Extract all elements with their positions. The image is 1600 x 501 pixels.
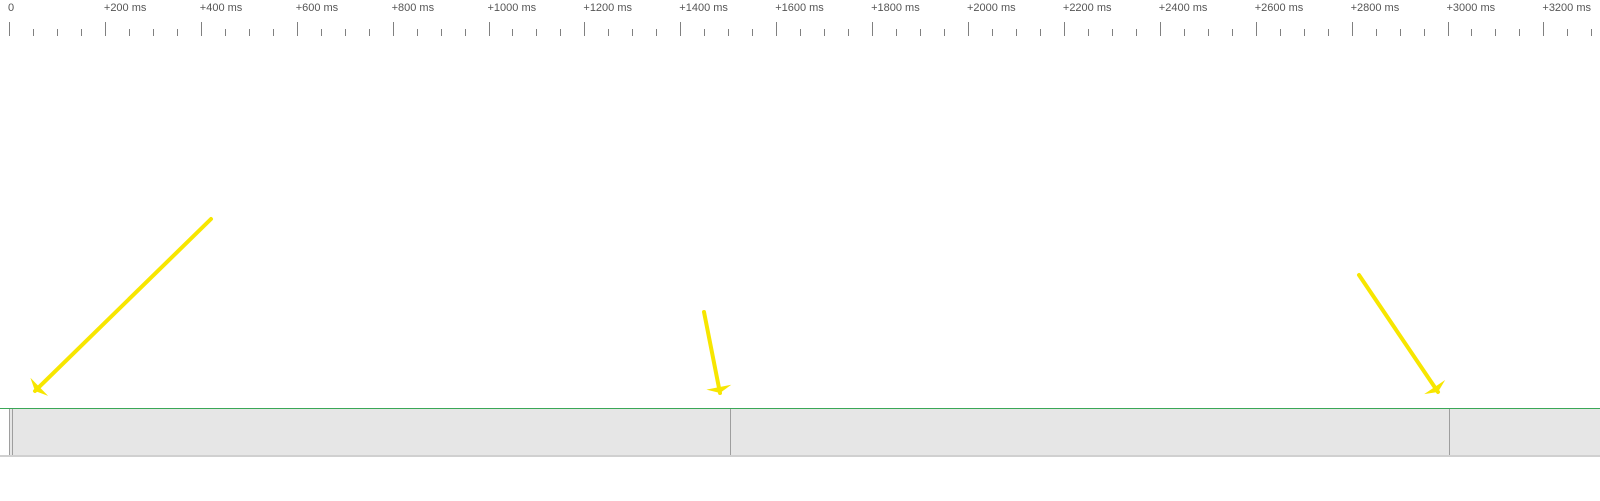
filmstrip-bottom-shadow: [0, 455, 1600, 457]
ruler-tick-minor: [57, 29, 58, 36]
ruler-tick-major: [297, 22, 298, 36]
ruler-tick-minor: [225, 29, 226, 36]
ruler-tick-minor: [1424, 29, 1425, 36]
filmstrip-frame[interactable]: [12, 409, 730, 455]
ruler-tick-minor: [465, 29, 466, 36]
ruler-tick-major: [1256, 22, 1257, 36]
ruler-label: +2200 ms: [1063, 2, 1112, 14]
ruler-tick-minor: [800, 29, 801, 36]
ruler-tick-major: [489, 22, 490, 36]
ruler-tick-minor: [1184, 29, 1185, 36]
ruler-tick-minor: [1136, 29, 1137, 36]
ruler-tick-minor: [1471, 29, 1472, 36]
ruler-tick-minor: [608, 29, 609, 36]
ruler-tick-minor: [920, 29, 921, 36]
ruler-label: +600 ms: [296, 2, 339, 14]
ruler-tick-major: [1064, 22, 1065, 36]
ruler-tick-minor: [33, 29, 34, 36]
ruler-tick-minor: [632, 29, 633, 36]
ruler-tick-minor: [1016, 29, 1017, 36]
ruler-tick-minor: [848, 29, 849, 36]
ruler-label: +2600 ms: [1255, 2, 1304, 14]
ruler-label: +1000 ms: [488, 2, 537, 14]
ruler-label: 0: [8, 2, 14, 14]
filmstrip-frame[interactable]: [1449, 409, 1600, 455]
ruler-tick-minor: [417, 29, 418, 36]
ruler-tick-major: [1160, 22, 1161, 36]
ruler-tick-minor: [369, 29, 370, 36]
ruler-tick-minor: [81, 29, 82, 36]
ruler-tick-minor: [1376, 29, 1377, 36]
ruler-tick-major: [393, 22, 394, 36]
ruler-tick-minor: [728, 29, 729, 36]
ruler-tick-minor: [1088, 29, 1089, 36]
ruler-tick-minor: [704, 29, 705, 36]
ruler-label: +3000 ms: [1447, 2, 1496, 14]
ruler-label: +2000 ms: [967, 2, 1016, 14]
ruler-tick-major: [1352, 22, 1353, 36]
ruler-label: +1400 ms: [679, 2, 728, 14]
ruler-tick-minor: [1304, 29, 1305, 36]
ruler-tick-minor: [992, 29, 993, 36]
ruler-tick-minor: [177, 29, 178, 36]
ruler-tick-minor: [1040, 29, 1041, 36]
ruler-tick-major: [1543, 22, 1544, 36]
ruler-label: +2800 ms: [1351, 2, 1400, 14]
ruler-tick-major: [584, 22, 585, 36]
ruler-tick-minor: [656, 29, 657, 36]
ruler-tick-minor: [1400, 29, 1401, 36]
arrow-right: [1359, 275, 1445, 394]
ruler-label: +1200 ms: [583, 2, 632, 14]
ruler-label: +2400 ms: [1159, 2, 1208, 14]
ruler-tick-minor: [1280, 29, 1281, 36]
ruler-tick-major: [872, 22, 873, 36]
ruler-tick-minor: [1112, 29, 1113, 36]
ruler-tick-major: [680, 22, 681, 36]
ruler-tick-minor: [560, 29, 561, 36]
arrow-middle: [704, 312, 731, 393]
ruler-tick-minor: [512, 29, 513, 36]
ruler-label: +1600 ms: [775, 2, 824, 14]
filmstrip-track[interactable]: [0, 409, 1600, 455]
ruler-tick-minor: [345, 29, 346, 36]
ruler-tick-major: [1448, 22, 1449, 36]
ruler-tick-minor: [1495, 29, 1496, 36]
filmstrip-frame[interactable]: [730, 409, 1449, 455]
ruler-label: +400 ms: [200, 2, 243, 14]
ruler-tick-minor: [752, 29, 753, 36]
ruler-tick-minor: [153, 29, 154, 36]
ruler-label: +200 ms: [104, 2, 147, 14]
ruler-tick-minor: [249, 29, 250, 36]
ruler-tick-major: [9, 22, 10, 36]
ruler-tick-minor: [1208, 29, 1209, 36]
ruler-tick-major: [201, 22, 202, 36]
ruler-tick-minor: [536, 29, 537, 36]
ruler-tick-minor: [1519, 29, 1520, 36]
ruler-tick-minor: [441, 29, 442, 36]
ruler-tick-major: [105, 22, 106, 36]
ruler-label: +3200 ms: [1542, 2, 1591, 14]
ruler-tick-major: [776, 22, 777, 36]
ruler-label: +1800 ms: [871, 2, 920, 14]
ruler-tick-minor: [896, 29, 897, 36]
ruler-tick-minor: [273, 29, 274, 36]
ruler-tick-minor: [1328, 29, 1329, 36]
timeline-ruler[interactable]: 0 +200 ms +400 ms +600 ms +800 ms +1000 ms +12…: [0, 0, 1600, 41]
ruler-tick-minor: [1591, 29, 1592, 36]
ruler-tick-minor: [944, 29, 945, 36]
ruler-tick-minor: [321, 29, 322, 36]
ruler-tick-minor: [1232, 29, 1233, 36]
ruler-tick-minor: [129, 29, 130, 36]
ruler-tick-minor: [824, 29, 825, 36]
ruler-label: +800 ms: [392, 2, 435, 14]
ruler-tick-minor: [1567, 29, 1568, 36]
ruler-tick-major: [968, 22, 969, 36]
arrow-left: [30, 219, 211, 396]
